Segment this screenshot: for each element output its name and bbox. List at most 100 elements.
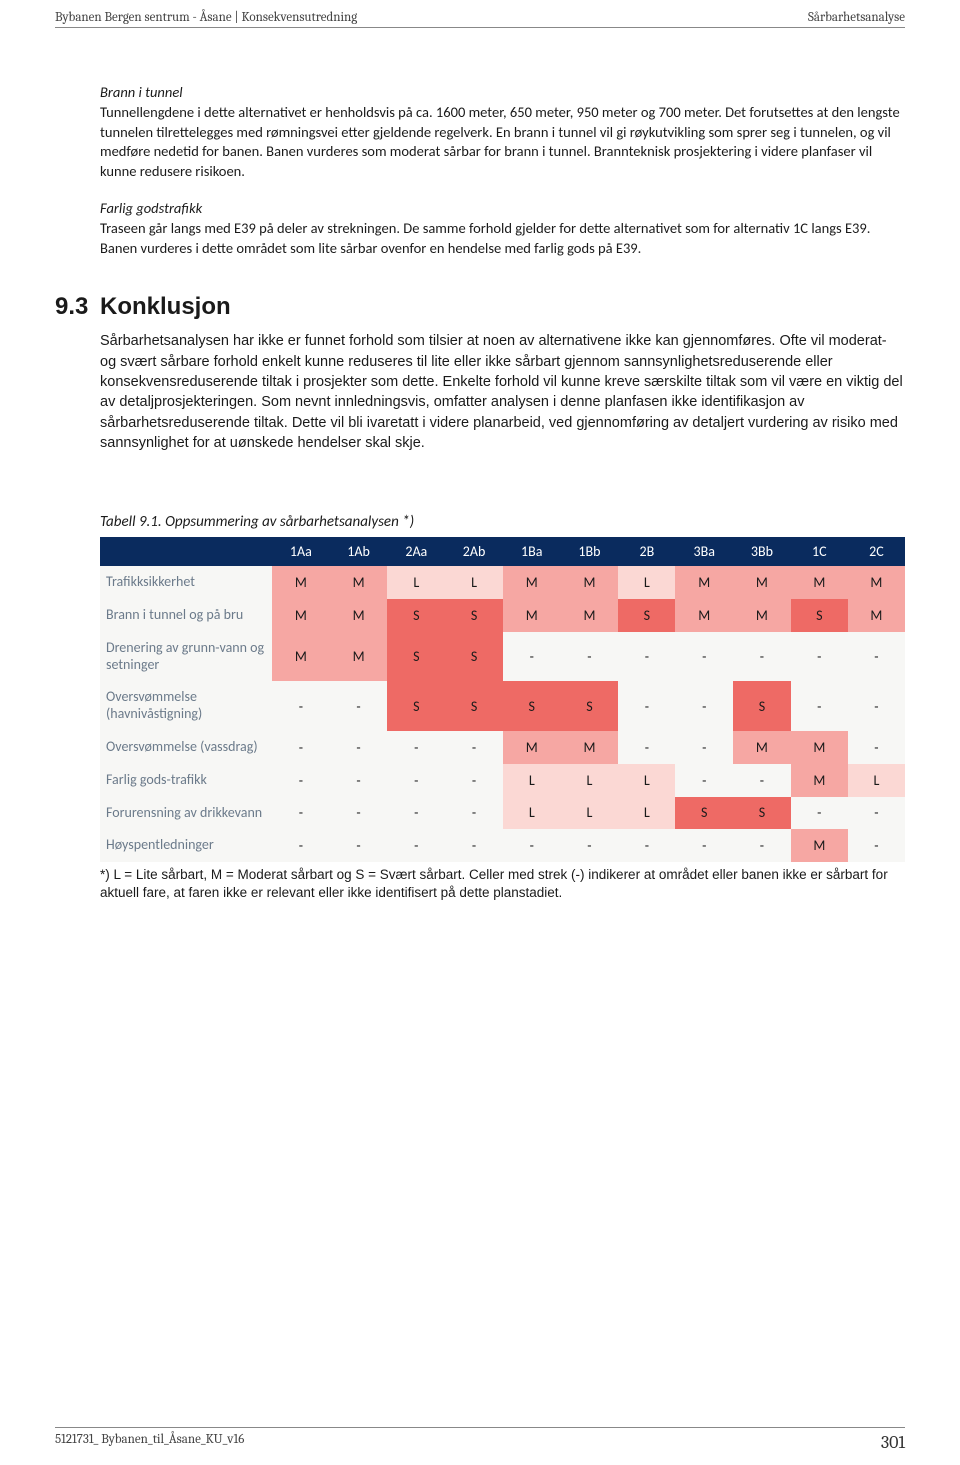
table-row: Oversvømmelse (havnivåstigning)--SSSS--S… [100,681,905,731]
risk-cell: - [272,829,330,862]
risk-cell: - [272,731,330,764]
risk-cell: - [791,797,848,830]
risk-cell: - [848,731,905,764]
table-col-header: 1C [791,537,848,566]
risk-cell: - [848,681,905,731]
risk-cell: S [387,681,445,731]
table-col-header: 2B [618,537,675,566]
risk-cell: S [387,632,445,682]
risk-cell: L [503,764,561,797]
table-row: Drenering av grunn-vann og setningerMMSS… [100,632,905,682]
risk-cell: M [272,599,330,632]
konklusjon-body: Sårbarhetsanalysen har ikke er funnet fo… [100,331,905,453]
risk-cell: - [618,681,675,731]
risk-cell: S [445,632,503,682]
risk-cell: - [445,797,503,830]
risk-cell: - [675,764,733,797]
table-row: Oversvømmelse (vassdrag)----MM--MM- [100,731,905,764]
content: Brann i tunnel Tunnellengdene i dette al… [55,83,905,258]
risk-cell: - [330,731,388,764]
risk-cell: - [387,731,445,764]
risk-cell: M [503,731,561,764]
table-head: 1Aa1Ab2Aa2Ab1Ba1Bb2B3Ba3Bb1C2C [100,537,905,566]
farlig-heading: Farlig godstrafikk [100,199,905,217]
risk-cell: S [675,797,733,830]
table-row: Brann i tunnel og på bruMMSSMMSMMSM [100,599,905,632]
risk-cell: M [675,566,733,599]
row-label: Brann i tunnel og på bru [100,599,272,632]
table-col-header: 3Bb [733,537,791,566]
risk-cell: - [618,731,675,764]
table-col-header: 2C [848,537,905,566]
risk-cell: S [618,599,675,632]
risk-cell: - [675,731,733,764]
risk-cell: L [561,797,619,830]
risk-cell: - [445,731,503,764]
risk-cell: - [561,632,619,682]
risk-cell: S [445,681,503,731]
risk-cell: - [272,681,330,731]
risk-cell: - [330,797,388,830]
risk-cell: L [445,566,503,599]
table-row: Forurensning av drikkevann----LLLSS-- [100,797,905,830]
risk-cell: L [503,797,561,830]
risk-cell: - [848,632,905,682]
table-row: Farlig gods-trafikk----LLL--ML [100,764,905,797]
row-label: Farlig gods-trafikk [100,764,272,797]
row-label: Trafikksikkerhet [100,566,272,599]
risk-cell: L [561,764,619,797]
risk-cell: - [675,829,733,862]
risk-cell: M [848,566,905,599]
risk-cell: - [445,764,503,797]
risk-cell: M [791,829,848,862]
risk-cell: - [445,829,503,862]
page-number: 301 [881,1432,905,1453]
risk-cell: - [733,632,791,682]
footer-left: 5121731_ Bybanen_til_Åsane_KU_v16 [55,1432,244,1453]
table-col-header: 1Ba [503,537,561,566]
header-left: Bybanen Bergen sentrum - Åsane | Konsekv… [55,10,357,25]
risk-cell: M [330,599,388,632]
row-label: Forurensning av drikkevann [100,797,272,830]
risk-cell: - [272,797,330,830]
risk-cell: - [503,632,561,682]
risk-cell: - [387,829,445,862]
risk-cell: M [272,566,330,599]
risk-cell: - [848,797,905,830]
risk-cell: - [330,829,388,862]
table-col-header: 1Aa [272,537,330,566]
risk-cell: M [675,599,733,632]
risk-cell: M [561,731,619,764]
risk-cell: M [561,599,619,632]
row-label: Oversvømmelse (vassdrag) [100,731,272,764]
risk-cell: - [330,681,388,731]
risk-cell: - [387,764,445,797]
konklusjon-content: Sårbarhetsanalysen har ikke er funnet fo… [55,331,905,901]
table-footnote: *) L = Lite sårbart, M = Moderat sårbart… [100,866,905,901]
page-header: Bybanen Bergen sentrum - Åsane | Konsekv… [55,10,905,28]
risk-cell: S [387,599,445,632]
risk-cell: - [848,829,905,862]
risk-cell: - [733,829,791,862]
farlig-body: Traseen går langs med E39 på deler av st… [100,219,905,258]
table-row: TrafikksikkerhetMMLLMMLMMMM [100,566,905,599]
table-body: TrafikksikkerhetMMLLMMLMMMMBrann i tunne… [100,566,905,862]
table-col-header: 1Ab [330,537,388,566]
konklusjon-section: 9.3 Konklusjon [55,293,905,321]
risk-cell: M [503,599,561,632]
risk-cell: M [330,566,388,599]
risk-cell: S [445,599,503,632]
table-col-header: 2Aa [387,537,445,566]
table-caption: Tabell 9.1. Oppsummering av sårbarhetsan… [100,513,905,531]
section-title: Konklusjon [100,293,231,321]
risk-cell: M [791,764,848,797]
risk-cell: S [791,599,848,632]
risk-cell: M [733,731,791,764]
row-label: Høyspentledninger [100,829,272,862]
risk-cell: - [618,829,675,862]
table-col-header: 3Ba [675,537,733,566]
risk-cell: - [675,681,733,731]
risk-cell: - [387,797,445,830]
risk-cell: - [561,829,619,862]
risk-cell: M [561,566,619,599]
